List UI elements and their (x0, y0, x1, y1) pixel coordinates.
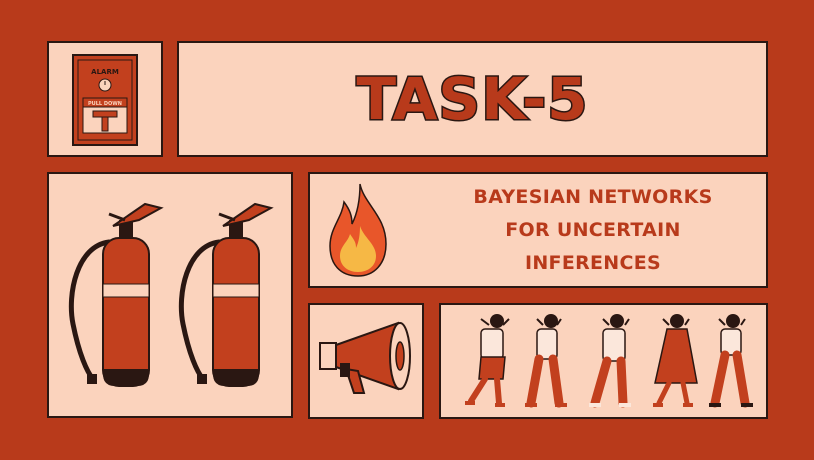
alarm-panel: ALARM PULL DOWN (47, 41, 163, 157)
page-title: TASK-5 (355, 64, 589, 135)
fire-extinguisher-icon (68, 202, 274, 387)
title-panel: TASK-5 (177, 41, 768, 157)
subtitle: BAYESIAN NETWORKS FOR UNCERTAIN INFERENC… (428, 174, 758, 286)
fire-alarm-icon: ALARM PULL DOWN (72, 54, 138, 146)
people-panel (439, 303, 768, 419)
megaphone-panel (308, 303, 424, 419)
subtitle-line-1: BAYESIAN NETWORKS (473, 185, 713, 208)
alarm-bottom-label: PULL DOWN (88, 101, 122, 107)
subtitle-line-3: INFERENCES (524, 251, 662, 274)
extinguisher-panel (47, 172, 293, 418)
evacuating-people-illustration (465, 314, 753, 408)
subtitle-line-2: FOR UNCERTAIN (505, 218, 681, 241)
subtitle-panel: BAYESIAN NETWORKS FOR UNCERTAIN INFERENC… (308, 172, 768, 288)
flame-icon (329, 183, 387, 277)
megaphone-icon (319, 321, 411, 394)
alarm-top-label: ALARM (91, 68, 119, 76)
